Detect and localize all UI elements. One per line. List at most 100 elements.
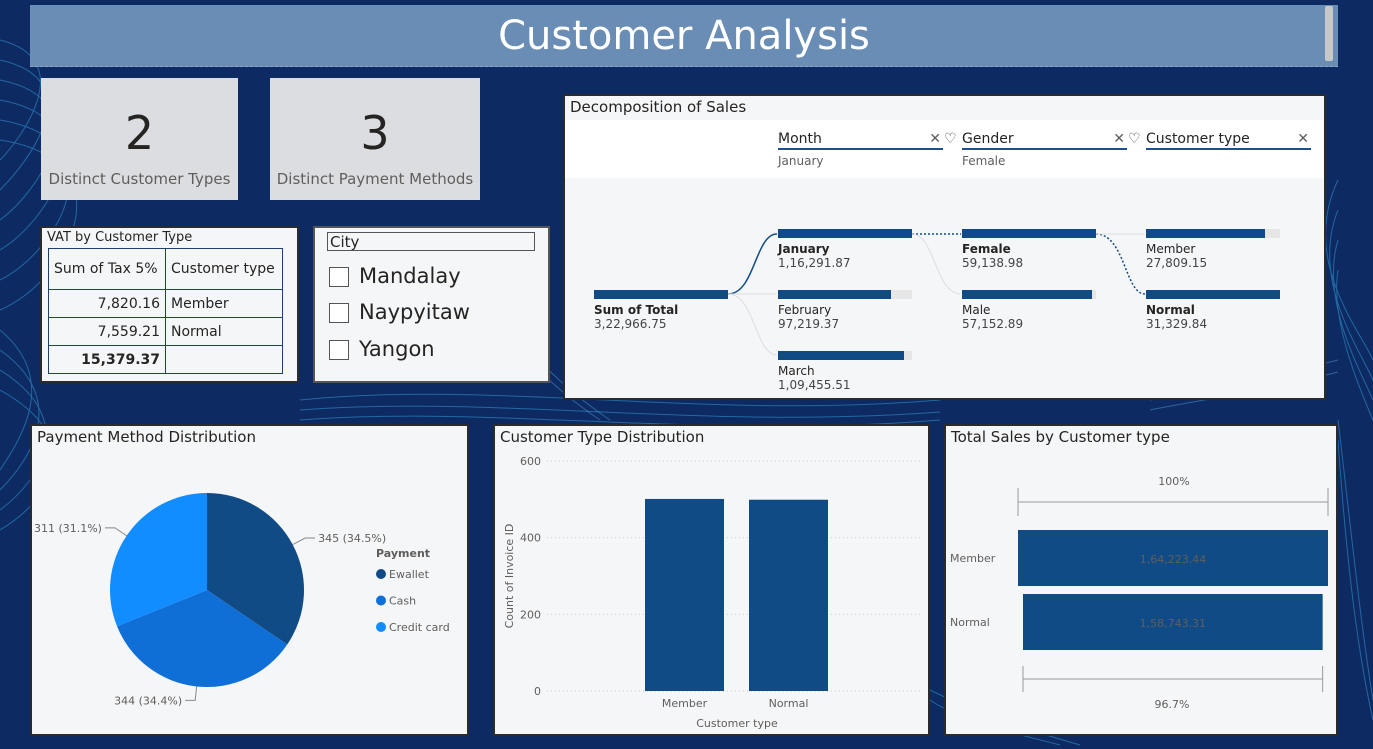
bracket-top <box>1017 488 1329 516</box>
node-bar <box>1146 290 1280 299</box>
title-bar: Customer Analysis <box>30 5 1338 67</box>
bar-member[interactable] <box>645 498 724 691</box>
table-cell: Member <box>165 289 283 318</box>
total-sales-panel[interactable]: Total Sales by Customer type 100% 1,64,22… <box>944 424 1338 736</box>
node-bar <box>778 351 904 360</box>
decomp-node-male[interactable]: Male 57,152.89 <box>962 290 1096 331</box>
percent-label-bottom: 96.7% <box>1155 698 1190 711</box>
node-bar <box>778 290 891 299</box>
level-name: Month <box>778 131 943 150</box>
decomp-node-female[interactable]: Female 59,138.98 <box>962 229 1096 270</box>
decomp-node-january[interactable]: January 1,16,291.87 <box>778 229 912 270</box>
node-label: Male <box>962 303 991 317</box>
decomp-node-february[interactable]: February 97,219.37 <box>778 290 912 331</box>
pie-slice-credit-card[interactable] <box>110 493 207 627</box>
legend-item[interactable]: Ewallet <box>389 568 430 581</box>
customer-type-bar-chart: 0 200 400 600 Member Normal Customer type Count… <box>503 455 923 730</box>
node-bar <box>1146 229 1266 238</box>
decomp-node-root[interactable]: Sum of Total 3,22,966.75 <box>594 290 728 331</box>
close-icon[interactable]: ✕ <box>1297 131 1309 147</box>
table-cell: Normal <box>165 317 283 346</box>
lightbulb-icon: ♡ <box>944 131 957 147</box>
level-value: January <box>778 154 824 168</box>
node-label: Member <box>1146 242 1196 256</box>
bar-member[interactable] <box>1018 530 1328 586</box>
node-value: 97,219.37 <box>778 317 840 331</box>
category-label: Member <box>950 552 996 565</box>
payment-pie-panel[interactable]: Payment Method Distribution 345 (34.5%) 3… <box>30 424 469 736</box>
pie-label-leader <box>104 527 127 537</box>
decomposition-tree[interactable]: Decomposition of Sales Month January ✕ ♡… <box>563 94 1326 400</box>
bracket-bottom <box>1022 666 1324 692</box>
legend-title: Payment <box>376 547 430 560</box>
card-value: 3 <box>360 106 390 160</box>
pie-slice-ewallet[interactable] <box>207 493 304 645</box>
total-sales-bar-chart: 100% 1,64,223.44 Member 1,58,743.31 Normal 96… <box>950 475 1329 711</box>
table-cell: 7,820.16 <box>48 289 166 318</box>
node-label: January <box>778 242 830 256</box>
bar-data-label: 1,58,743.31 <box>1140 617 1206 630</box>
table-cell: 7,559.21 <box>48 317 166 346</box>
bar-normal[interactable] <box>749 499 828 691</box>
card-distinct-customer-types[interactable]: 2 Distinct Customer Types <box>41 78 238 200</box>
table-total: 15,379.37 <box>48 345 166 374</box>
pie-data-label: 344 (34.4%) <box>114 694 182 707</box>
decomp-node-march[interactable]: March 1,09,455.51 <box>778 351 912 392</box>
city-option-yangon[interactable]: Yangon <box>329 337 435 361</box>
pie-data-label: 345 (34.5%) <box>318 532 386 545</box>
close-icon[interactable]: ✕ <box>1113 131 1125 147</box>
level-gender[interactable]: ♡ Gender Female ✕ <box>944 131 1127 168</box>
card-distinct-payment-methods[interactable]: 3 Distinct Payment Methods <box>270 78 480 200</box>
customer-type-panel[interactable]: Customer Type Distribution 0 200 400 600 Mem… <box>493 424 930 736</box>
level-month[interactable]: Month January ✕ <box>778 131 943 168</box>
table-row[interactable]: 7,820.16 Member <box>48 289 283 318</box>
decomp-node-member[interactable]: Member 27,809.15 <box>1146 229 1280 270</box>
node-value: 1,16,291.87 <box>778 256 851 270</box>
pie-label-leader <box>185 686 198 701</box>
node-value: 1,09,455.51 <box>778 378 851 392</box>
close-icon[interactable]: ✕ <box>929 131 941 147</box>
card-label: Distinct Payment Methods <box>276 170 474 188</box>
vat-table-panel[interactable]: VAT by Customer Type Sum of Tax 5% Custo… <box>40 226 299 383</box>
bar-data-label: 1,64,223.44 <box>1140 553 1206 566</box>
pie-label-leader <box>292 537 316 546</box>
panel-title: Customer Type Distribution <box>500 428 705 446</box>
node-value: 27,809.15 <box>1146 256 1208 270</box>
panel-title: Payment Method Distribution <box>37 428 256 446</box>
checkbox[interactable] <box>329 340 349 360</box>
legend-item[interactable]: Credit card <box>389 621 450 634</box>
panel-title: Total Sales by Customer type <box>951 428 1170 446</box>
node-value: 59,138.98 <box>962 256 1024 270</box>
decomposition-levels: Month January ✕ ♡ Gender Female ✕ ♡ Cust… <box>565 120 1323 178</box>
option-label: Yangon <box>359 337 435 361</box>
city-option-mandalay[interactable]: Mandalay <box>329 264 461 288</box>
bar-normal[interactable] <box>1023 594 1323 650</box>
legend-item[interactable]: Cash <box>389 595 416 608</box>
decomp-node-normal[interactable]: Normal 31,329.84 <box>1146 290 1280 331</box>
lightbulb-icon: ♡ <box>1128 131 1141 147</box>
column-header-tax[interactable]: Sum of Tax 5% <box>48 248 166 290</box>
y-tick-label: 200 <box>520 608 541 621</box>
table-row[interactable]: 7,559.21 Normal <box>48 317 283 346</box>
scrollbar-thumb[interactable] <box>1325 6 1333 61</box>
column-header-customer-type[interactable]: Customer type <box>165 248 283 290</box>
table-total-row: 15,379.37 <box>48 345 283 374</box>
level-name: Customer type <box>1146 131 1311 150</box>
level-name: Gender <box>962 131 1127 150</box>
node-label: Female <box>962 242 1011 256</box>
city-slicer[interactable]: City Mandalay Naypyitaw Yangon <box>313 226 550 383</box>
pie-slice-cash[interactable] <box>117 590 288 687</box>
vat-table: Sum of Tax 5% Customer type 7,820.16 Mem… <box>48 248 283 374</box>
level-customer-type[interactable]: ♡ Customer type ✕ <box>1128 131 1311 154</box>
card-label: Distinct Customer Types <box>48 170 231 188</box>
divider <box>30 66 1338 67</box>
city-option-naypyitaw[interactable]: Naypyitaw <box>329 300 470 324</box>
payment-pie-chart: 345 (34.5%) 344 (34.4%) 311 (31.1%) Payment… <box>34 493 450 707</box>
checkbox[interactable] <box>329 303 349 323</box>
node-label: Sum of Total <box>594 303 679 317</box>
checkbox[interactable] <box>329 267 349 287</box>
node-value: 3,22,966.75 <box>594 317 667 331</box>
legend-marker <box>376 622 386 632</box>
x-tick-label: Member <box>662 697 708 710</box>
page-title: Customer Analysis <box>498 13 870 59</box>
